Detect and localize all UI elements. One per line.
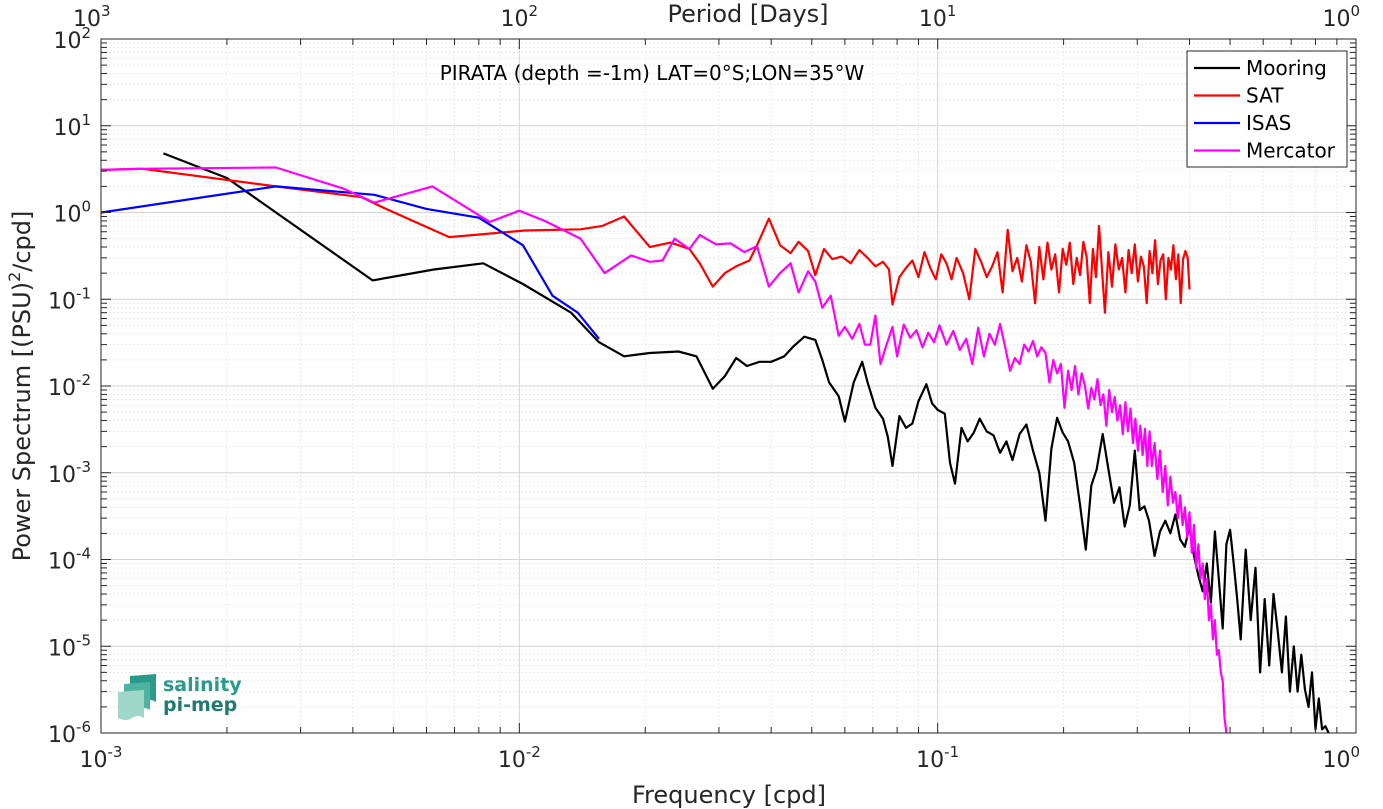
y-tick-label: 10-1	[48, 284, 91, 314]
y-axis-label-sup: 2	[5, 272, 24, 282]
logo-text-salinity: salinity	[163, 674, 242, 696]
y-axis-label: Power Spectrum [(PSU)2/cpd]	[5, 211, 36, 562]
y-tick-label: 101	[53, 111, 91, 141]
ticks-layer	[100, 38, 1357, 734]
legend-label-mercator: Mercator	[1246, 139, 1336, 163]
series-line-mooring	[163, 152, 1330, 733]
legend: Mooring SAT ISAS Mercator	[1186, 50, 1348, 168]
x-axis-label: Frequency [cpd]	[632, 781, 826, 809]
logo-mark-icon	[118, 674, 156, 720]
series-line-isas	[101, 185, 600, 340]
y-tick-label: 10-4	[48, 545, 91, 575]
y-tick-label: 10-6	[48, 718, 91, 748]
salinity-pi-mep-logo: salinity pi-mep	[116, 672, 256, 722]
y-tick-label: 102	[53, 24, 91, 54]
y-tick-label: 10-5	[48, 631, 91, 661]
x-tick-label: 10-2	[498, 743, 541, 773]
chart-title: PIRATA (depth =-1m) LAT=0°S;LON=35°W	[440, 61, 865, 85]
series-layer	[101, 152, 1330, 733]
y-tick-label: 10-3	[48, 458, 91, 488]
top-tick-label: 101	[919, 2, 957, 32]
x-tick-labels: 10-3 10-2 10-1 100	[80, 743, 1360, 773]
legend-label-isas: ISAS	[1246, 111, 1291, 135]
y-axis-label-main: Power Spectrum [(PSU)	[8, 282, 36, 561]
x-tick-label: 10-1	[916, 743, 959, 773]
series-line-sat	[101, 167, 1191, 314]
top-tick-label: 100	[1322, 2, 1360, 32]
top-tick-label: 103	[73, 2, 111, 32]
x-tick-label: 10-3	[80, 743, 123, 773]
legend-box	[1186, 50, 1348, 168]
minor-grid	[101, 39, 1356, 733]
y-axis-label-tail: /cpd]	[8, 211, 36, 272]
top-tick-label: 102	[501, 2, 539, 32]
x-tick-label: 100	[1322, 743, 1360, 773]
y-tick-labels: 102 101 100 10-1 10-2 10-3 10-4 10-5 10-6	[48, 24, 91, 748]
logo-text-pimep: pi-mep	[163, 694, 238, 716]
legend-label-sat: SAT	[1246, 84, 1284, 108]
legend-label-mooring: Mooring	[1246, 56, 1327, 80]
y-tick-label: 10-2	[48, 371, 91, 401]
series-line-mercator	[101, 166, 1228, 733]
y-tick-label: 100	[53, 198, 91, 228]
top-tick-labels: 103 102 101 100	[73, 2, 1360, 32]
top-axis-label: Period [Days]	[667, 0, 828, 28]
